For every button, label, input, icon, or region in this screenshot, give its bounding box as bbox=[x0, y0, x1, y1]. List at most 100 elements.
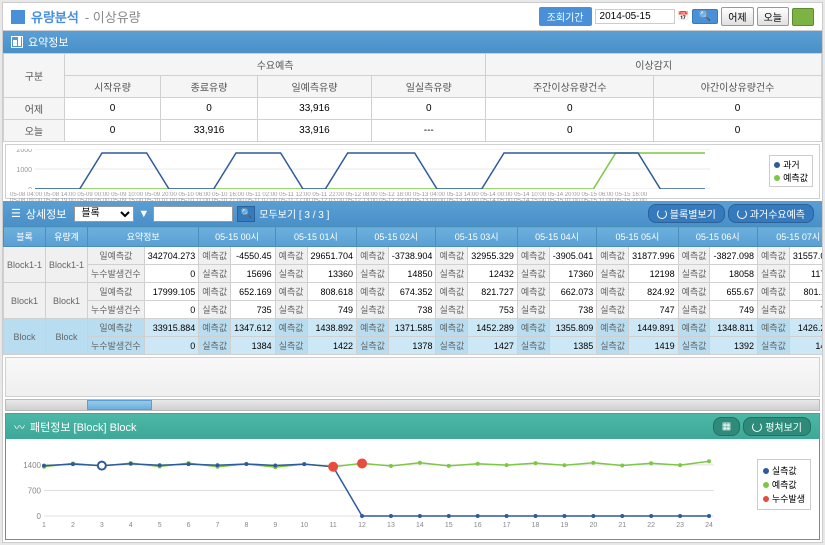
block-view-button[interactable]: 블록별보기 bbox=[648, 204, 725, 223]
detail-cell: 342704.273 bbox=[144, 247, 199, 265]
detail-cell: 실측값 bbox=[199, 337, 231, 355]
detail-cell: 예측값 bbox=[436, 319, 468, 337]
detail-cell: 17999.105 bbox=[144, 283, 199, 301]
detail-cell: 누수발생건수 bbox=[88, 337, 145, 355]
pattern-icon: 〰 bbox=[14, 419, 25, 435]
date-input[interactable] bbox=[595, 9, 675, 24]
detail-cell: 1419 bbox=[629, 337, 679, 355]
calendar-icon[interactable]: 📅 bbox=[678, 11, 689, 22]
svg-text:24: 24 bbox=[705, 522, 713, 528]
col-division: 구분 bbox=[4, 54, 65, 98]
summary-cell: 33,916 bbox=[257, 120, 371, 142]
detail-cell: 실측값 bbox=[357, 301, 389, 319]
detail-cell: 실측값 bbox=[758, 265, 790, 283]
detail-cell: 14850 bbox=[388, 265, 436, 283]
detail-cell: Block bbox=[46, 319, 88, 355]
detail-cell: 일예측값 bbox=[88, 247, 145, 265]
detail-cell: -3738.904 bbox=[388, 247, 436, 265]
expand-view-button[interactable]: 평쳐보기 bbox=[743, 417, 811, 436]
detail-cell: 실측값 bbox=[597, 301, 629, 319]
horizontal-scrollbar[interactable] bbox=[5, 399, 820, 411]
yesterday-button[interactable]: 어제 bbox=[721, 7, 753, 26]
view-all-link[interactable]: 모두보기 [ 3 / 3 ] bbox=[259, 206, 329, 221]
detail-cell: 749 bbox=[307, 301, 357, 319]
detail-cell: 예측값 bbox=[517, 319, 549, 337]
detail-cell: -3905.041 bbox=[549, 247, 597, 265]
detail-cell: 실측값 bbox=[678, 301, 710, 319]
detail-cell: 655.67 bbox=[710, 283, 758, 301]
summary-subcol: 종료유량 bbox=[161, 76, 257, 98]
detail-cell: 예측값 bbox=[357, 247, 389, 265]
detail-cell: 11750 bbox=[789, 265, 822, 283]
excel-export-button[interactable] bbox=[792, 8, 814, 26]
detail-cell: 예측값 bbox=[758, 283, 790, 301]
svg-text:2: 2 bbox=[71, 522, 75, 528]
svg-text:18: 18 bbox=[532, 522, 540, 528]
detail-header: 05-15 02시 bbox=[357, 227, 436, 247]
detail-cell: Block1 bbox=[4, 283, 46, 319]
detail-cell: 31557.028 bbox=[789, 247, 822, 265]
detail-cell: 예측값 bbox=[357, 319, 389, 337]
detail-cell: 13360 bbox=[307, 265, 357, 283]
svg-text:700: 700 bbox=[28, 486, 42, 495]
detail-cell: 1385 bbox=[549, 337, 597, 355]
summary-cell: 33,916 bbox=[257, 98, 371, 120]
detail-cell: 예측값 bbox=[597, 283, 629, 301]
detail-cell: -3827.098 bbox=[710, 247, 758, 265]
svg-text:10: 10 bbox=[300, 522, 308, 528]
summary-row-label: 오늘 bbox=[4, 120, 65, 142]
svg-text:20: 20 bbox=[589, 522, 597, 528]
detail-header: 05-15 06시 bbox=[678, 227, 757, 247]
search-button[interactable]: 🔍 bbox=[692, 9, 718, 24]
summary-cell: 0 bbox=[486, 120, 654, 142]
today-button[interactable]: 오늘 bbox=[757, 7, 789, 26]
summary-row-label: 어제 bbox=[4, 98, 65, 120]
detail-cell: 753 bbox=[468, 301, 518, 319]
detail-cell: 17360 bbox=[549, 265, 597, 283]
summary-subcol: 일실측유량 bbox=[372, 76, 486, 98]
svg-text:4: 4 bbox=[129, 522, 133, 528]
detail-cell: 747 bbox=[629, 301, 679, 319]
svg-text:22: 22 bbox=[647, 522, 655, 528]
block-select[interactable]: 블록 bbox=[74, 206, 134, 222]
detail-cell: 예측값 bbox=[597, 319, 629, 337]
chart-icon bbox=[11, 36, 23, 48]
summary-subcol: 야간이상유량건수 bbox=[654, 76, 822, 98]
detail-cell: 예측값 bbox=[678, 319, 710, 337]
grid-toggle-button[interactable]: ▦ bbox=[713, 417, 740, 436]
detail-cell: 1371.585 bbox=[388, 319, 436, 337]
detail-cell: 738 bbox=[388, 301, 436, 319]
detail-cell: 예측값 bbox=[199, 247, 231, 265]
svg-text:0: 0 bbox=[28, 187, 32, 189]
detail-header: 05-15 07시 bbox=[758, 227, 822, 247]
detail-cell: 예측값 bbox=[275, 319, 307, 337]
detail-header: 블록 bbox=[4, 227, 46, 247]
svg-text:13: 13 bbox=[387, 522, 395, 528]
detail-cell: 예측값 bbox=[199, 283, 231, 301]
select-arrow-icon: ▼ bbox=[138, 208, 149, 220]
detail-title: 상세정보 bbox=[26, 206, 66, 222]
detail-search-input[interactable] bbox=[153, 206, 233, 222]
period-label: 조회기간 bbox=[539, 7, 592, 26]
svg-text:15: 15 bbox=[445, 522, 453, 528]
detail-cell: 실측값 bbox=[357, 265, 389, 283]
summary-cell: 0 bbox=[64, 120, 160, 142]
svg-text:0: 0 bbox=[37, 512, 42, 521]
detail-cell: 18058 bbox=[710, 265, 758, 283]
detail-search-button[interactable]: 🔍 bbox=[237, 206, 255, 222]
svg-text:17: 17 bbox=[503, 522, 511, 528]
detail-cell: 1452.289 bbox=[468, 319, 518, 337]
detail-cell: 실측값 bbox=[436, 337, 468, 355]
detail-cell: 1449.891 bbox=[629, 319, 679, 337]
svg-text:16: 16 bbox=[474, 522, 482, 528]
detail-cell: 누수발생건수 bbox=[88, 301, 145, 319]
detail-cell: 652.169 bbox=[231, 283, 276, 301]
past-demand-button[interactable]: 과거수요예측 bbox=[728, 204, 814, 223]
summary-cell: 0 bbox=[486, 98, 654, 120]
detail-cell: 실측값 bbox=[436, 301, 468, 319]
detail-cell: 674.352 bbox=[388, 283, 436, 301]
detail-cell: Block1-1 bbox=[46, 247, 88, 283]
detail-cell: Block1 bbox=[46, 283, 88, 319]
list-icon: ☰ bbox=[11, 207, 21, 220]
summary-chart: 010002000 과거 예측값 05-08 04:00 05-08 14:00… bbox=[5, 144, 820, 199]
